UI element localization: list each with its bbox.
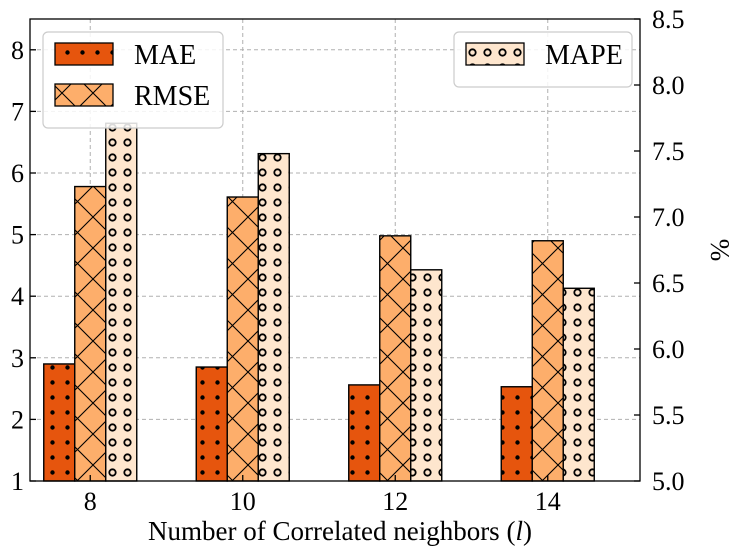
left-tick-label-4: 4 — [11, 282, 24, 311]
right-tick-label-7-0: 7.0 — [652, 203, 685, 232]
right-tick-label-5-0: 5.0 — [652, 467, 685, 496]
left-tick-label-8: 8 — [11, 36, 24, 65]
legend-right: MAPE — [453, 31, 633, 88]
right-tick-label-6-0: 6.0 — [652, 335, 685, 364]
right-tick-label-7-5: 7.5 — [652, 137, 685, 166]
bar-rmse-14 — [531, 240, 564, 482]
bar-mae-8 — [43, 363, 76, 482]
legend-label: MAE — [134, 40, 196, 71]
bar-hatch — [226, 196, 259, 482]
x-tick-label-12: 12 — [382, 487, 408, 516]
right-y-axis-label: % — [705, 239, 731, 262]
bar-hatch — [348, 384, 381, 482]
legend-swatch — [54, 83, 114, 107]
left-tick-label-6: 6 — [11, 159, 24, 188]
bar-hatch — [410, 269, 443, 482]
bar-rmse-8 — [74, 185, 107, 482]
x-tick-label-8: 8 — [84, 487, 97, 516]
bar-hatch — [195, 366, 228, 482]
bar-hatch — [74, 185, 107, 482]
bar-rmse-12 — [379, 235, 412, 482]
bars — [43, 122, 595, 482]
left-tick-label-3: 3 — [11, 344, 24, 373]
bar-hatch — [562, 287, 595, 482]
left-tick-label-1: 1 — [11, 467, 24, 496]
legend-left: MAE RMSE — [42, 31, 224, 129]
plot-frame — [29, 18, 641, 482]
legend-item-mape: MAPE — [465, 40, 623, 71]
x-tick-label-10: 10 — [230, 487, 256, 516]
legend-swatch — [465, 42, 525, 66]
bar-hatch — [257, 152, 290, 482]
x-axis: 8 10 12 14 — [84, 475, 561, 516]
x-tick-label-14: 14 — [535, 487, 561, 516]
bar-mape-12 — [410, 269, 443, 482]
left-tick-label-5: 5 — [11, 221, 24, 250]
bar-hatch — [531, 240, 564, 482]
right-tick-label-5-5: 5.5 — [652, 401, 685, 430]
right-y-axis: 5.0 5.5 6.0 6.5 7.0 7.5 8.0 8.5 — [634, 5, 685, 496]
bar-hatch — [379, 235, 412, 482]
legend-label: RMSE — [134, 81, 210, 112]
left-tick-label-7: 7 — [11, 97, 24, 126]
right-tick-label-6-5: 6.5 — [652, 269, 685, 298]
bar-mae-14 — [500, 386, 533, 482]
legend-swatch — [54, 42, 114, 66]
bar-mape-14 — [562, 287, 595, 482]
bar-mape-10 — [257, 152, 290, 482]
left-y-axis: 1 2 3 4 5 6 7 8 — [11, 36, 36, 496]
legend-label: MAPE — [545, 40, 623, 71]
bar-hatch — [105, 122, 138, 482]
bar-mae-12 — [348, 384, 381, 482]
right-tick-label-8-5: 8.5 — [652, 5, 685, 34]
bar-mae-10 — [195, 366, 228, 482]
x-axis-label: Number of Correlated neighbors (l) — [148, 516, 532, 546]
legend-item-rmse: RMSE — [54, 81, 210, 112]
legend-item-mae: MAE — [54, 40, 196, 71]
right-tick-label-8-0: 8.0 — [652, 71, 685, 100]
left-tick-label-2: 2 — [11, 405, 24, 434]
bar-hatch — [500, 386, 533, 482]
bar-hatch — [43, 363, 76, 482]
bar-rmse-10 — [226, 196, 259, 482]
bar-mape-8 — [105, 122, 138, 482]
